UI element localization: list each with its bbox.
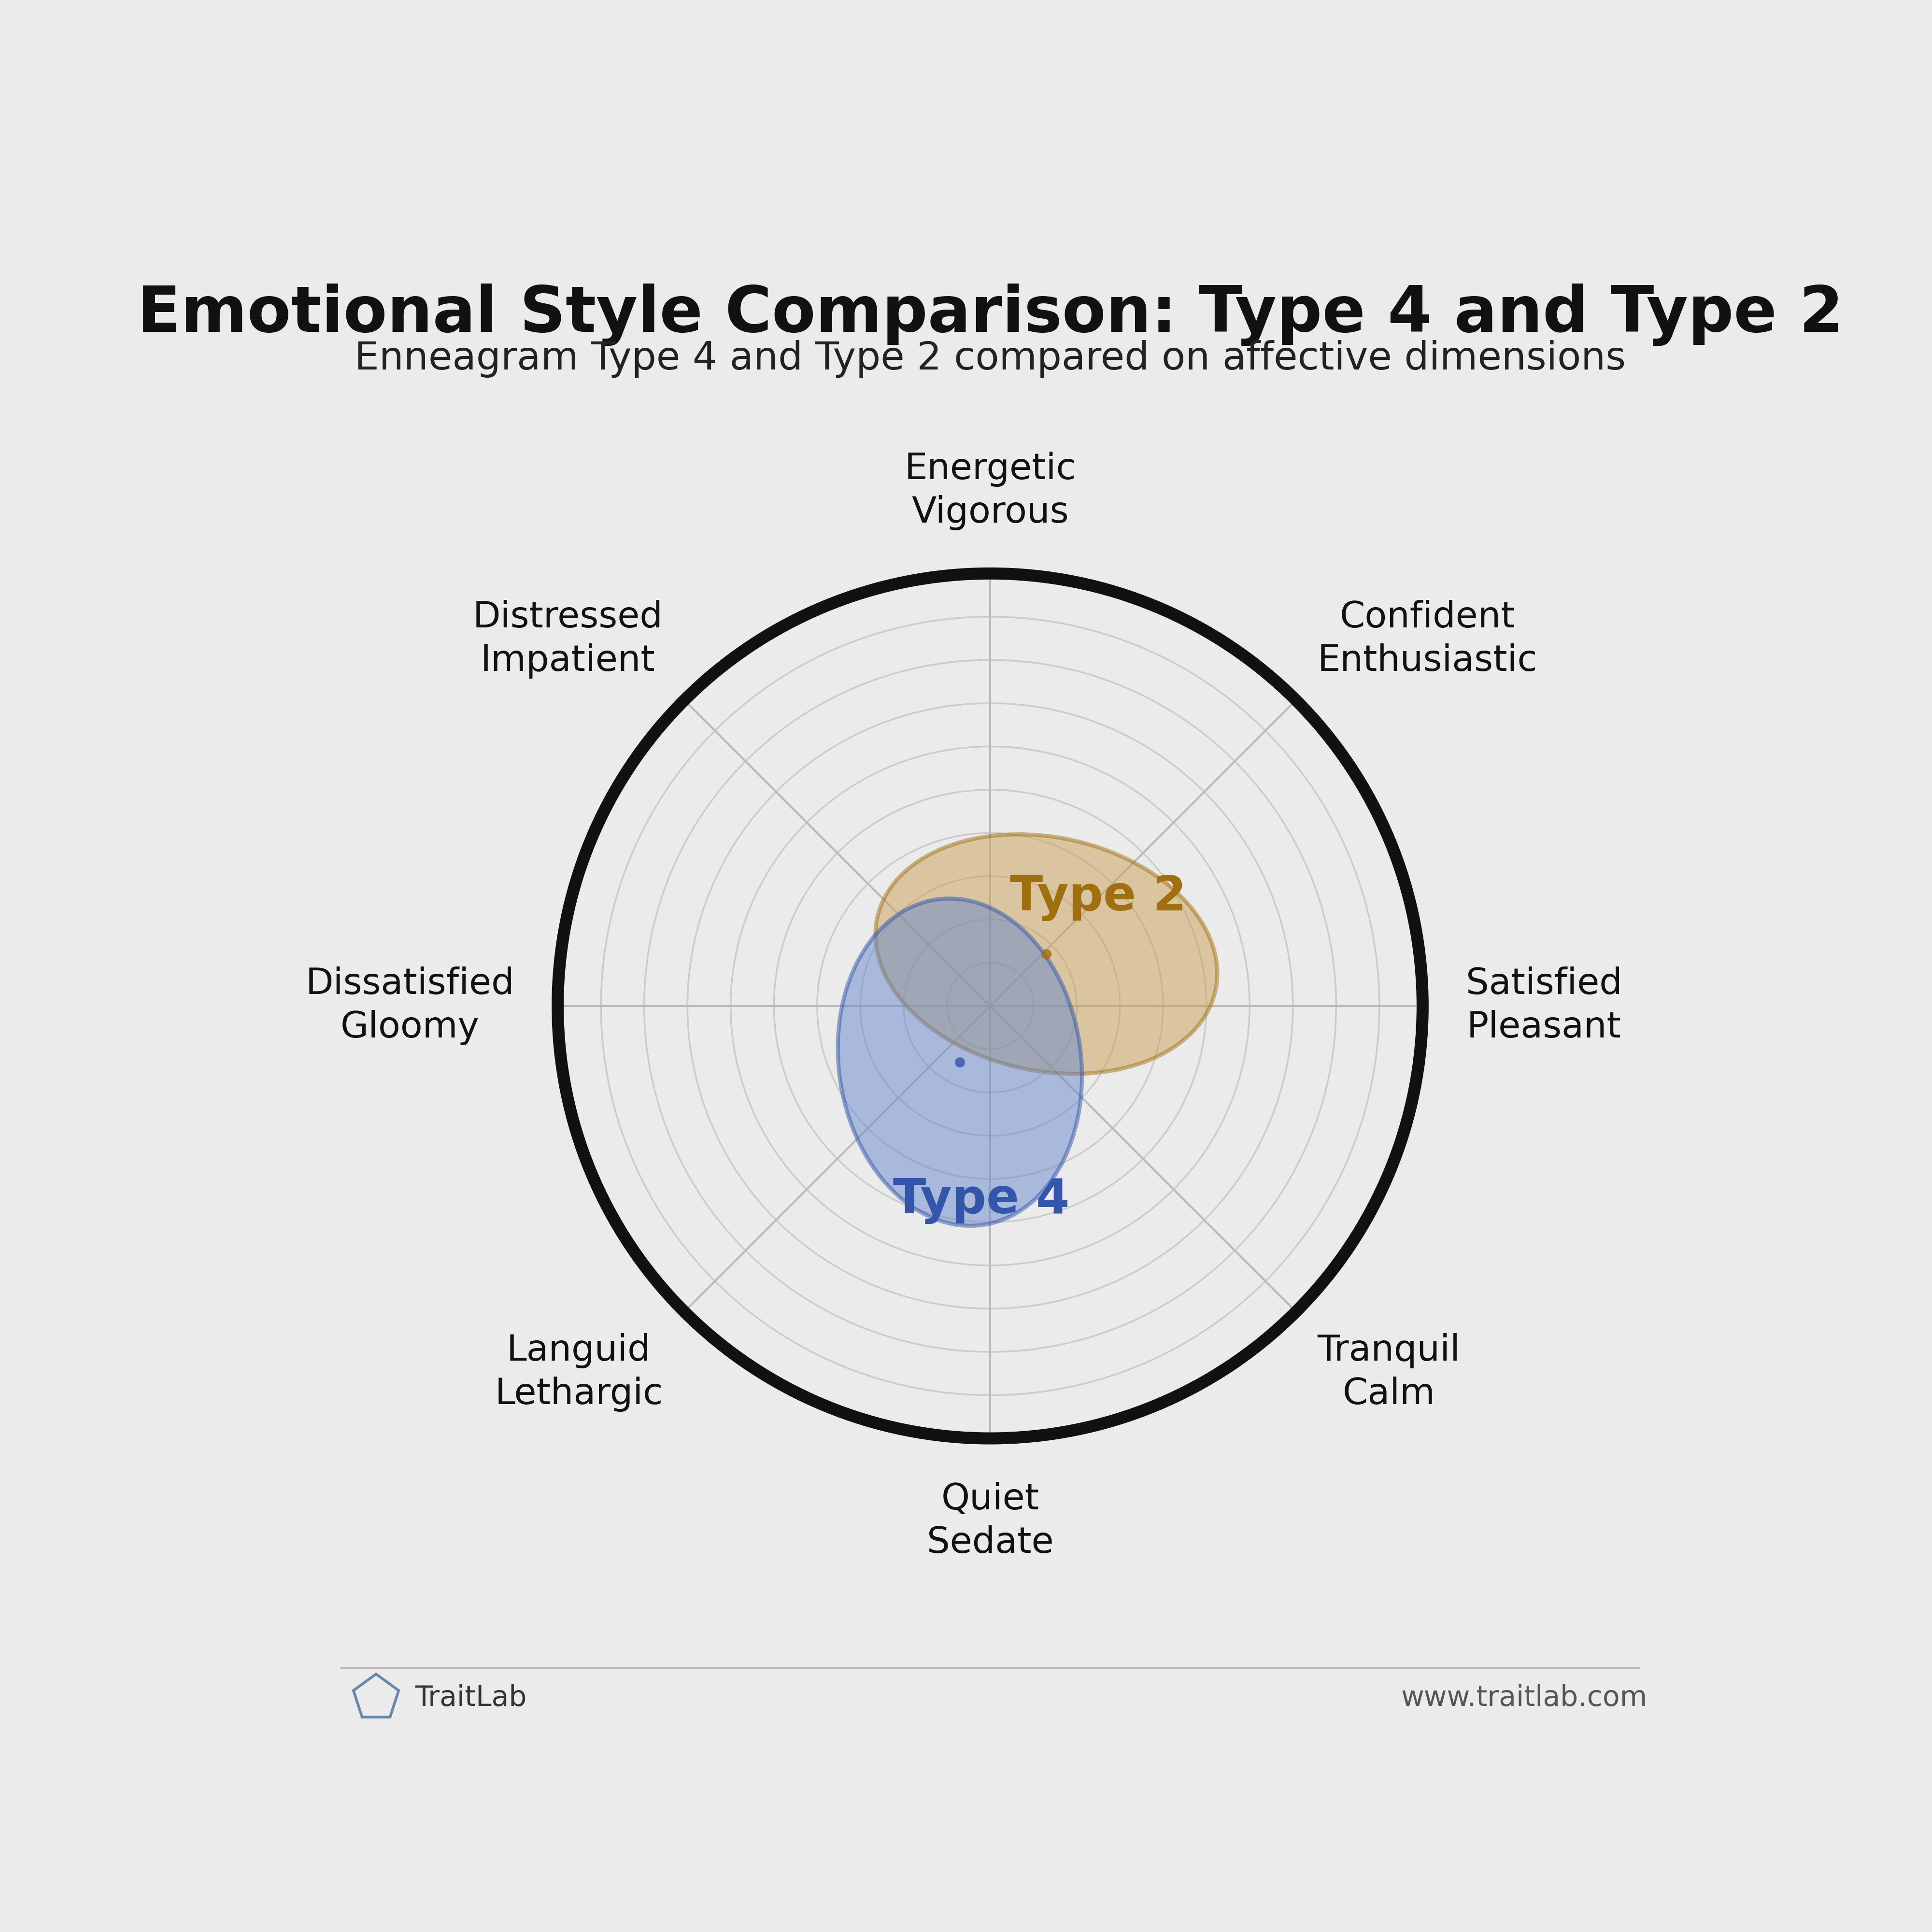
Text: Tranquil
Calm: Tranquil Calm xyxy=(1318,1333,1461,1412)
Text: Confident
Enthusiastic: Confident Enthusiastic xyxy=(1318,601,1538,678)
Text: Type 2: Type 2 xyxy=(1010,875,1186,922)
Text: Distressed
Impatient: Distressed Impatient xyxy=(473,601,663,678)
Text: TraitLab: TraitLab xyxy=(415,1685,527,1712)
Text: Energetic
Vigorous: Energetic Vigorous xyxy=(904,452,1076,529)
Ellipse shape xyxy=(838,898,1082,1225)
Text: Emotional Style Comparison: Type 4 and Type 2: Emotional Style Comparison: Type 4 and T… xyxy=(137,284,1843,346)
Text: Quiet
Sedate: Quiet Sedate xyxy=(927,1482,1053,1561)
Text: Languid
Lethargic: Languid Lethargic xyxy=(495,1333,663,1412)
Text: www.traitlab.com: www.traitlab.com xyxy=(1401,1685,1648,1712)
Ellipse shape xyxy=(875,835,1217,1074)
Text: Satisfied
Pleasant: Satisfied Pleasant xyxy=(1466,966,1623,1045)
Text: Dissatisfied
Gloomy: Dissatisfied Gloomy xyxy=(305,966,514,1045)
Text: Type 4: Type 4 xyxy=(893,1177,1070,1225)
Text: Enneagram Type 4 and Type 2 compared on affective dimensions: Enneagram Type 4 and Type 2 compared on … xyxy=(355,340,1627,377)
